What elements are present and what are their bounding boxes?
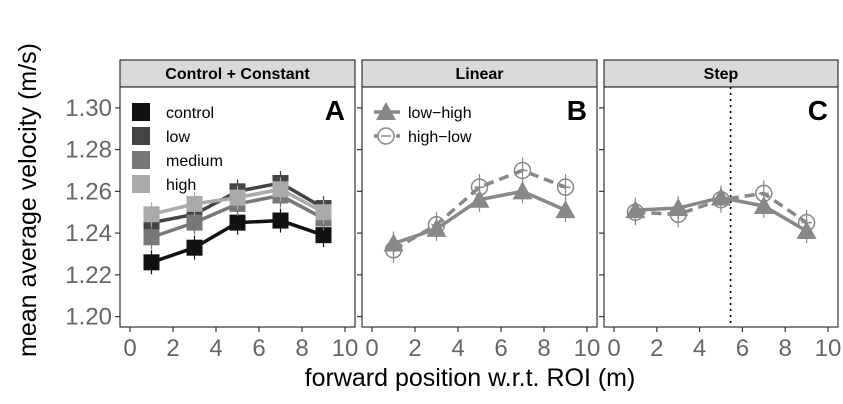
y-tick-label: 1.24	[65, 220, 112, 247]
data-point	[272, 181, 289, 198]
panel-c: Step 0 2 4 6 8 10 C	[599, 59, 842, 362]
y-axis-title: mean average velocity (m/s)	[14, 43, 42, 357]
x-tick-label: 10	[332, 335, 359, 362]
series-3	[143, 177, 332, 227]
panel-a: Control + Constant 1.20 1.22 1.24 1.26 1.28 1.…	[65, 59, 359, 362]
x-tick-label: 0	[365, 335, 378, 362]
x-tick-label: 0	[123, 335, 136, 362]
x-tick-label: 10	[815, 335, 842, 362]
x-tick-label: 2	[650, 335, 663, 362]
legend: low−high high−low	[374, 102, 472, 146]
legend-label: high	[166, 177, 196, 194]
data-point	[272, 212, 289, 229]
y-tick-label: 1.28	[65, 137, 112, 164]
data-point	[315, 204, 332, 221]
x-tick-label: 10	[574, 335, 601, 362]
series-0	[143, 208, 332, 275]
series-1	[626, 180, 816, 236]
x-tick-label: 8	[779, 335, 792, 362]
data-point	[186, 214, 203, 231]
data-point	[427, 215, 446, 234]
panels: Control + Constant 1.20 1.22 1.24 1.26 1.28 1.…	[65, 59, 842, 362]
data-point	[143, 229, 160, 246]
legend-key	[132, 175, 150, 193]
y-tick-label: 1.26	[65, 178, 112, 205]
series-1	[384, 157, 575, 263]
legend-label: low	[166, 129, 190, 146]
panel-letter: A	[325, 95, 345, 126]
panel-letter: C	[808, 95, 828, 126]
data-point	[384, 241, 403, 259]
data-point	[513, 161, 532, 180]
data-point	[669, 205, 687, 224]
data-point	[556, 178, 575, 196]
data-point	[555, 200, 576, 219]
data-point	[186, 239, 203, 256]
x-tick-label: 8	[295, 335, 308, 362]
data-point	[143, 206, 160, 223]
x-tick-label: 2	[408, 335, 421, 362]
strip-title: Control + Constant	[165, 66, 310, 83]
data-point	[470, 178, 489, 196]
panel-letter: B	[567, 95, 587, 126]
data-point	[712, 190, 730, 209]
x-tick-label: 6	[736, 335, 749, 362]
data-point	[755, 184, 773, 203]
x-tick-label: 6	[252, 335, 265, 362]
x-tick-label: 0	[607, 335, 620, 362]
y-tick-label: 1.22	[65, 262, 112, 289]
x-tick-label: 4	[451, 335, 464, 362]
data-point	[315, 227, 332, 244]
y-tick-label: 1.30	[65, 95, 112, 122]
x-tick-label: 6	[494, 335, 507, 362]
data-point	[186, 195, 203, 212]
legend-label: medium	[166, 153, 223, 170]
legend-label: low−high	[408, 105, 472, 122]
x-tick-label: 8	[537, 335, 550, 362]
strip-title: Step	[704, 66, 739, 83]
legend-key	[376, 102, 396, 120]
legend-key	[132, 103, 150, 121]
x-tick-label: 4	[209, 335, 222, 362]
y-tick-label: 1.20	[65, 304, 112, 331]
data-point	[626, 203, 645, 221]
data-point	[229, 189, 246, 206]
data-point	[229, 214, 246, 231]
data-point	[512, 181, 533, 200]
legend-label: control	[166, 105, 214, 122]
x-axis-title: forward position w.r.t. ROI (m)	[305, 364, 636, 392]
x-tick-label: 2	[166, 335, 179, 362]
strip-title: Linear	[455, 66, 503, 83]
legend-key	[132, 151, 150, 169]
legend-label: high−low	[408, 129, 472, 146]
strip-background	[119, 59, 356, 88]
legend: control low medium high	[132, 103, 223, 194]
x-tick-label: 4	[693, 335, 706, 362]
series-line	[392, 168, 567, 252]
data-point	[143, 254, 160, 271]
legend-key	[132, 127, 150, 145]
data-point	[797, 213, 816, 232]
